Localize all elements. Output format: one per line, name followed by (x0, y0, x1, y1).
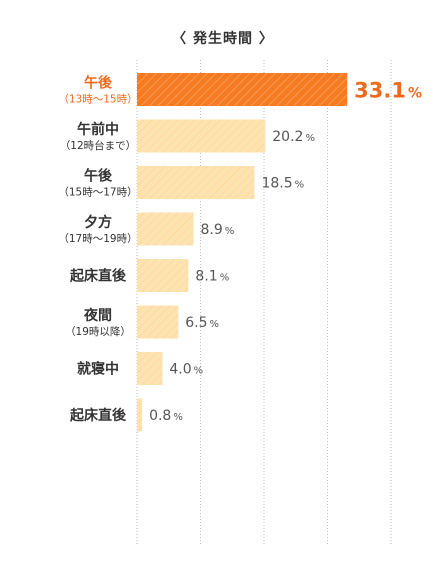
data-label: 4.0% (169, 362, 203, 378)
data-label: 33.1% (354, 79, 422, 103)
bar (137, 119, 266, 153)
category-label: 就寝中 (77, 361, 119, 378)
category-label: 午前中 (77, 121, 119, 138)
category-sublabel: （13時～15時） (58, 94, 137, 106)
data-label: 20.2% (272, 129, 315, 145)
category-label: 午後 (84, 168, 113, 185)
bar (137, 73, 348, 106)
bar (137, 259, 189, 292)
category-label: 起床直後 (69, 268, 127, 285)
category-sublabel: （19時以降） (65, 325, 131, 338)
data-label: 6.5% (185, 315, 219, 331)
data-label: 8.9% (201, 222, 235, 238)
category-label: 午後 (84, 75, 113, 92)
category-label: 夕方 (84, 214, 112, 231)
category-label: 夜間 (83, 307, 112, 324)
data-label: 18.5% (261, 176, 304, 192)
category-label: 起床直後 (69, 407, 127, 424)
bar (137, 166, 255, 199)
category-sublabel: （17時～19時） (58, 233, 137, 245)
bar (137, 352, 163, 385)
bar (137, 398, 143, 432)
bar (137, 212, 194, 246)
category-sublabel: （15時～17時） (58, 187, 137, 199)
data-label: 8.1% (195, 269, 229, 285)
bar (137, 305, 179, 339)
data-label: 0.8% (149, 408, 183, 424)
chart-title: 〈 発生時間 〉 (172, 31, 274, 47)
labels: 午後 （13時～15時） 33.1 % 午前中（12時台まで） 20.2 % 午後 （15時～1… (58, 75, 422, 425)
category-sublabel: （12時台まで） (60, 139, 136, 152)
bars (137, 73, 348, 432)
